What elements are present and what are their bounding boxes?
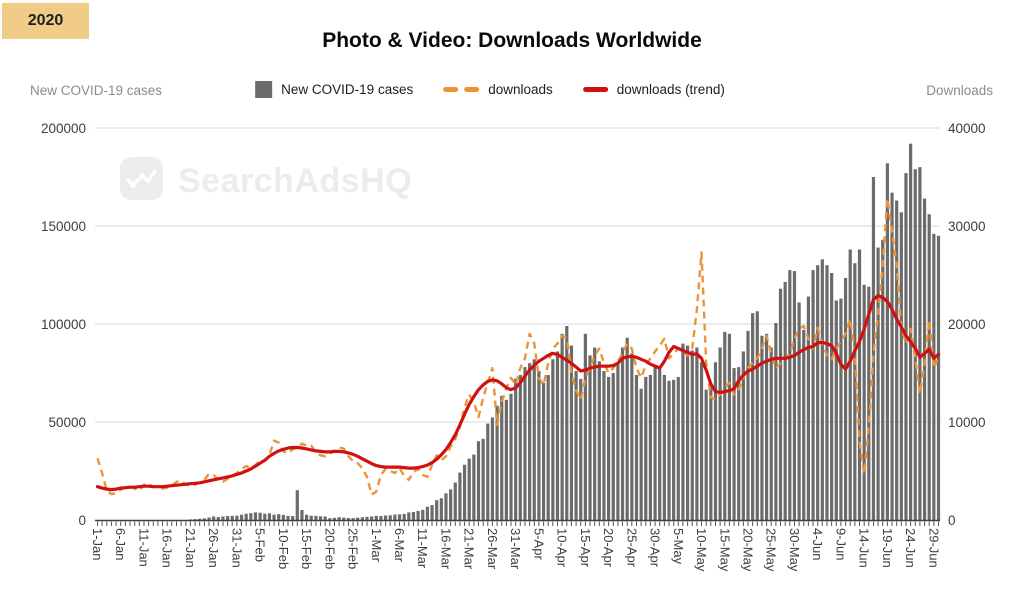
x-axis-tick-label: 10-Feb <box>276 528 291 569</box>
x-axis-tick-label: 10-May <box>694 528 709 572</box>
legend: New COVID-19 cases downloads downloads (… <box>255 81 725 98</box>
x-axis-tick-label: 15-May <box>717 528 732 572</box>
legend-item-downloads: downloads <box>443 82 553 97</box>
x-axis-tick-label: 15-Apr <box>578 528 593 568</box>
x-axis-tick-label: 29-Jun <box>926 528 941 568</box>
covid-cases-bars <box>188 143 941 521</box>
left-axis-tick-label: 50000 <box>48 415 86 430</box>
left-axis-tick-label: 0 <box>78 513 86 528</box>
x-axis-tick-label: 19-Jun <box>880 528 895 568</box>
bar-swatch-icon <box>255 81 273 98</box>
right-axis-tick-label: 20000 <box>948 317 986 332</box>
x-axis-tick-label: 5-Apr <box>531 528 546 560</box>
x-axis-tick-label: 24-Jun <box>903 528 918 568</box>
x-axis-tick-label: 31-Mar <box>508 528 523 570</box>
x-axis-tick-label: 20-Apr <box>601 528 616 568</box>
x-axis-tick-label: 11-Mar <box>415 528 430 569</box>
right-axis-tick-label: 30000 <box>948 219 986 234</box>
right-axis-tick-label: 40000 <box>948 121 986 136</box>
right-axis-tick-label: 0 <box>948 513 956 528</box>
x-axis-tick-label: 11-Jan <box>137 528 152 567</box>
line-chart-logo-icon <box>120 157 163 205</box>
x-axis-tick-label: 5-Feb <box>253 528 268 562</box>
left-axis-tick-label: 150000 <box>41 219 86 234</box>
x-axis-tick-label: 31-Jan <box>229 528 244 568</box>
x-axis-tick-label: 25-May <box>764 528 779 572</box>
legend-item-downloads-trend: downloads (trend) <box>582 82 725 97</box>
left-axis-title: New COVID-19 cases <box>30 83 163 98</box>
x-axis-tick-label: 20-Feb <box>322 528 337 569</box>
left-axis-tick-label: 200000 <box>41 121 86 136</box>
legend-label: downloads (trend) <box>616 82 725 97</box>
year-badge: 2020 <box>2 3 89 39</box>
x-axis-tick-label: 14-Jun <box>857 528 872 568</box>
x-axis-tick-label: 30-Apr <box>648 528 663 568</box>
x-axis-tick-label: 16-Mar <box>439 528 454 570</box>
downloads-line <box>96 197 940 496</box>
x-axis-tick-label: 1-Jan <box>90 528 105 561</box>
x-axis-tick-label: 6-Jan <box>113 528 128 561</box>
x-axis-tick-label: 25-Feb <box>346 528 361 569</box>
x-axis-tick-label: 26-Jan <box>206 528 221 568</box>
legend-label: downloads <box>488 82 553 97</box>
chart-title: Photo & Video: Downloads Worldwide <box>322 29 702 52</box>
x-axis-tick-label: 6-Mar <box>392 528 407 563</box>
x-axis-tick-label: 4-Jun <box>810 528 825 561</box>
right-axis-title: Downloads <box>926 83 993 98</box>
dashed-line-swatch-icon <box>443 87 480 92</box>
right-axis-tick-label: 10000 <box>948 415 986 430</box>
x-axis-tick-label: 21-Jan <box>183 528 198 568</box>
x-axis-tick-label: 26-Mar <box>485 528 500 570</box>
x-axis-tick-label: 1-Mar <box>369 528 384 563</box>
x-axis-tick-label: 9-Jun <box>833 528 848 561</box>
watermark-text: SearchAdsHQ <box>178 161 413 200</box>
x-axis-tick-label: 21-Mar <box>462 528 477 570</box>
x-axis-tick-label: 16-Jan <box>160 528 175 568</box>
x-axis-tick-label: 15-Feb <box>299 528 314 569</box>
x-axis-tick-label: 10-Apr <box>555 528 570 568</box>
x-axis-tick-label: 20-May <box>741 528 756 572</box>
line-swatch-icon <box>582 87 608 92</box>
left-axis-tick-label: 100000 <box>41 317 86 332</box>
downloads-trend-line <box>95 294 941 492</box>
watermark: SearchAdsHQ <box>120 157 412 205</box>
x-axis-day-ticks <box>97 521 939 526</box>
x-axis-tick-label: 30-May <box>787 528 802 572</box>
x-axis-tick-label: 25-Apr <box>624 528 639 568</box>
x-axis-tick-label: 5-May <box>671 528 686 565</box>
legend-item-covid-cases: New COVID-19 cases <box>255 81 413 98</box>
legend-label: New COVID-19 cases <box>281 82 414 97</box>
